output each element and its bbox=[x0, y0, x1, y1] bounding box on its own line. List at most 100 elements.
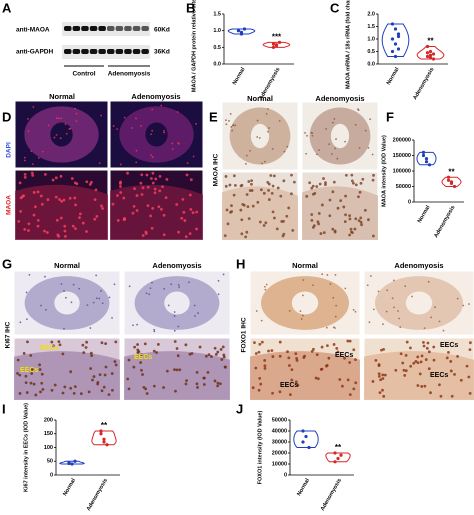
cell bbox=[264, 288, 267, 291]
band bbox=[81, 26, 89, 31]
cell bbox=[126, 171, 129, 175]
cell bbox=[19, 210, 22, 213]
cell bbox=[216, 384, 220, 388]
cell bbox=[27, 130, 30, 132]
cell bbox=[386, 289, 389, 292]
cell bbox=[250, 179, 254, 183]
panel-letter: F bbox=[386, 109, 394, 124]
cell bbox=[419, 360, 423, 364]
cell bbox=[357, 195, 360, 199]
cell bbox=[127, 387, 131, 391]
cell bbox=[41, 387, 45, 391]
cell bbox=[370, 275, 372, 277]
cell bbox=[278, 340, 282, 344]
cell bbox=[262, 224, 266, 227]
band bbox=[64, 49, 72, 54]
band bbox=[107, 49, 115, 54]
cell bbox=[54, 176, 58, 180]
x-tick-label: Adenomyosis bbox=[320, 478, 343, 512]
cell bbox=[196, 386, 199, 389]
cell bbox=[100, 204, 103, 208]
cell bbox=[295, 357, 298, 360]
data-point bbox=[277, 40, 282, 44]
cell bbox=[37, 157, 40, 159]
y-tick-label: 30000 bbox=[272, 439, 287, 445]
cell bbox=[453, 372, 456, 376]
cell bbox=[427, 280, 430, 283]
cell bbox=[53, 136, 56, 139]
cell bbox=[151, 129, 154, 132]
data-point bbox=[393, 27, 398, 31]
cell bbox=[282, 179, 286, 183]
cell bbox=[126, 377, 130, 381]
cell bbox=[445, 356, 449, 360]
cell bbox=[61, 352, 65, 356]
cell bbox=[71, 224, 75, 228]
cell bbox=[96, 381, 100, 384]
cell bbox=[75, 182, 79, 186]
data-point bbox=[446, 178, 451, 182]
cell bbox=[329, 283, 332, 285]
cell bbox=[223, 234, 227, 238]
cell bbox=[366, 284, 369, 287]
blot-band-label: anti-GAPDH bbox=[16, 49, 54, 56]
cell bbox=[381, 373, 385, 377]
panel-letter: H bbox=[236, 256, 245, 271]
cell bbox=[36, 224, 40, 228]
data-point bbox=[452, 184, 457, 189]
cell bbox=[326, 344, 329, 348]
data-point bbox=[271, 42, 276, 46]
cell bbox=[103, 373, 107, 377]
cell bbox=[163, 287, 166, 290]
cell bbox=[135, 194, 139, 197]
data-point bbox=[242, 27, 247, 31]
band bbox=[132, 26, 141, 31]
cell bbox=[173, 368, 176, 372]
image-annotation: EECs bbox=[20, 367, 38, 374]
cell bbox=[320, 345, 324, 349]
data-point bbox=[393, 42, 398, 46]
cell bbox=[26, 318, 28, 321]
cell bbox=[23, 172, 27, 176]
cell bbox=[258, 342, 262, 346]
cell bbox=[173, 315, 176, 317]
cell bbox=[184, 343, 188, 347]
blot-band-label: anti-MAOA bbox=[16, 27, 50, 34]
blot bbox=[62, 45, 150, 59]
cell bbox=[318, 182, 322, 186]
cell bbox=[176, 354, 180, 358]
cell bbox=[171, 142, 174, 145]
column-label: Normal bbox=[247, 94, 273, 103]
cell bbox=[17, 220, 21, 223]
cell bbox=[54, 195, 58, 199]
cell bbox=[165, 369, 169, 373]
cell bbox=[282, 232, 286, 236]
cell bbox=[29, 354, 33, 357]
cell bbox=[188, 232, 192, 236]
cell bbox=[258, 377, 262, 380]
cell bbox=[18, 181, 22, 185]
cell bbox=[98, 162, 101, 165]
column-label: Normal bbox=[292, 261, 318, 270]
cell bbox=[299, 310, 302, 312]
cell bbox=[371, 153, 374, 156]
blot bbox=[62, 22, 150, 36]
cell bbox=[143, 342, 147, 346]
cell bbox=[78, 216, 81, 220]
cell bbox=[357, 109, 360, 112]
data-point bbox=[336, 456, 340, 461]
cell bbox=[151, 108, 154, 111]
cell bbox=[191, 211, 195, 215]
cell bbox=[320, 367, 324, 371]
cell bbox=[116, 219, 120, 222]
cell bbox=[350, 173, 354, 177]
cell bbox=[153, 187, 157, 191]
violin bbox=[381, 23, 410, 57]
cell bbox=[278, 119, 281, 122]
cell bbox=[310, 349, 314, 353]
cell bbox=[110, 372, 114, 375]
data-point bbox=[390, 49, 395, 54]
cell bbox=[459, 378, 463, 382]
y-tick-label: 0 bbox=[284, 472, 287, 478]
cell bbox=[396, 310, 399, 312]
